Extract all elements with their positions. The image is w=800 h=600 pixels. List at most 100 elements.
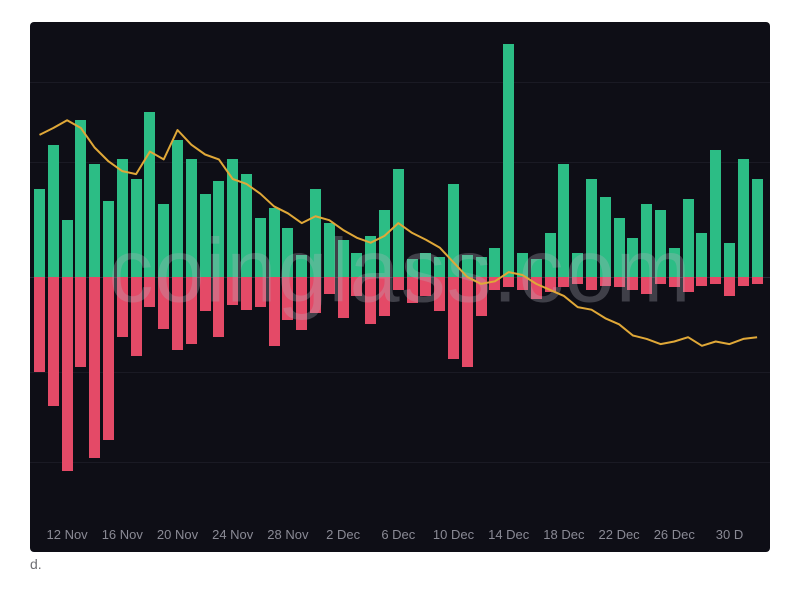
bar-positive: [696, 233, 707, 277]
bar-negative: [34, 277, 45, 372]
bar-positive: [614, 218, 625, 277]
bar-negative: [324, 277, 335, 294]
x-tick-label: 6 Dec: [381, 527, 415, 542]
x-tick-label: 20 Nov: [157, 527, 198, 542]
bar-negative: [655, 277, 666, 284]
bar-positive: [655, 210, 666, 277]
x-tick-label: 2 Dec: [326, 527, 360, 542]
bar-negative: [144, 277, 155, 307]
bar-positive: [572, 253, 583, 278]
x-tick-label: 30 D: [716, 527, 743, 542]
bar-negative: [517, 277, 528, 290]
bar-positive: [434, 257, 445, 277]
bar-positive: [627, 238, 638, 277]
x-tick-label: 26 Dec: [654, 527, 695, 542]
bar-negative: [213, 277, 224, 337]
bar-positive: [75, 120, 86, 277]
bar-positive: [448, 184, 459, 277]
bar-negative: [545, 277, 556, 292]
attribution-text: d.: [30, 556, 42, 572]
bar-negative: [131, 277, 142, 356]
x-tick-label: 28 Nov: [267, 527, 308, 542]
bar-negative: [627, 277, 638, 290]
bar-negative: [117, 277, 128, 337]
bar-negative: [489, 277, 500, 290]
bar-positive: [531, 259, 542, 277]
bar-positive: [338, 240, 349, 277]
bar-positive: [710, 150, 721, 277]
x-tick-label: 24 Nov: [212, 527, 253, 542]
bar-positive: [476, 257, 487, 277]
bar-positive: [186, 159, 197, 277]
bar-positive: [683, 199, 694, 277]
bar-positive: [241, 174, 252, 277]
bar-positive: [462, 255, 473, 277]
bar-positive: [351, 253, 362, 278]
bar-negative: [476, 277, 487, 316]
bar-negative: [738, 277, 749, 286]
bar-negative: [75, 277, 86, 367]
x-tick-label: 22 Dec: [598, 527, 639, 542]
chart-frame: coinglass.com 12 Nov16 Nov20 Nov24 Nov28…: [30, 22, 770, 552]
bar-positive: [393, 169, 404, 277]
bar-positive: [379, 210, 390, 277]
bar-negative: [669, 277, 680, 287]
bar-negative: [158, 277, 169, 329]
bar-positive: [365, 236, 376, 277]
bar-negative: [683, 277, 694, 292]
bar-positive: [200, 194, 211, 277]
bar-positive: [62, 220, 73, 277]
bar-negative: [282, 277, 293, 320]
bar-negative: [434, 277, 445, 311]
bar-negative: [586, 277, 597, 290]
x-tick-label: 14 Dec: [488, 527, 529, 542]
bar-positive: [420, 253, 431, 278]
bar-negative: [420, 277, 431, 296]
bar-positive: [269, 208, 280, 277]
bar-positive: [172, 140, 183, 277]
bar-positive: [296, 255, 307, 277]
bar-negative: [227, 277, 238, 305]
bar-positive: [669, 248, 680, 277]
bar-positive: [158, 204, 169, 278]
bar-positive: [503, 44, 514, 277]
bar-negative: [310, 277, 321, 313]
bar-positive: [213, 181, 224, 277]
bar-negative: [407, 277, 418, 303]
grid-line: [30, 82, 770, 83]
x-tick-label: 10 Dec: [433, 527, 474, 542]
bar-negative: [379, 277, 390, 316]
bar-negative: [103, 277, 114, 440]
bar-positive: [48, 145, 59, 277]
bar-negative: [558, 277, 569, 287]
bar-negative: [48, 277, 59, 406]
bar-negative: [600, 277, 611, 286]
bar-negative: [269, 277, 280, 346]
bar-negative: [503, 277, 514, 287]
bar-positive: [724, 243, 735, 277]
bar-negative: [89, 277, 100, 458]
grid-line: [30, 462, 770, 463]
bar-negative: [641, 277, 652, 294]
bar-positive: [282, 228, 293, 277]
bar-negative: [241, 277, 252, 310]
bar-negative: [200, 277, 211, 311]
bar-positive: [586, 179, 597, 277]
bar-negative: [338, 277, 349, 318]
bar-positive: [738, 159, 749, 277]
bar-positive: [407, 259, 418, 277]
bar-negative: [172, 277, 183, 350]
x-tick-label: 12 Nov: [46, 527, 87, 542]
bar-negative: [752, 277, 763, 284]
bar-positive: [489, 248, 500, 277]
grid-line: [30, 372, 770, 373]
bar-positive: [117, 159, 128, 277]
bar-negative: [710, 277, 721, 284]
bar-positive: [103, 201, 114, 277]
bar-positive: [310, 189, 321, 277]
bar-positive: [641, 204, 652, 278]
bar-negative: [696, 277, 707, 286]
bar-positive: [558, 164, 569, 277]
x-tick-label: 18 Dec: [543, 527, 584, 542]
bar-negative: [296, 277, 307, 330]
